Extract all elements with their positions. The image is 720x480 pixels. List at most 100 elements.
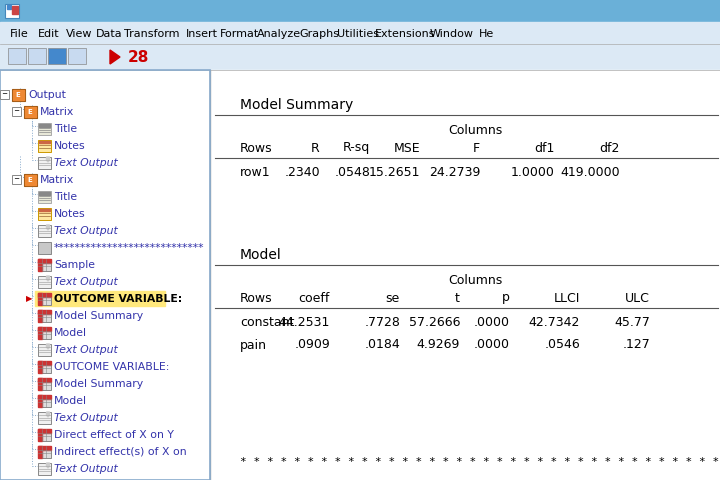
Text: 57.2666: 57.2666 [408,316,460,329]
Text: Model: Model [240,248,282,262]
Text: Sample: Sample [54,260,95,270]
Text: Notes: Notes [54,209,86,219]
Bar [25,175,36,185]
Bar [38,344,51,356]
Text: F: F [473,142,480,155]
Bar [38,293,42,305]
Text: .2340: .2340 [284,166,320,179]
Bar [38,395,51,407]
Text: He: He [479,29,494,39]
Text: OUTCOME VARIABLE:: OUTCOME VARIABLE: [54,362,169,372]
Text: se: se [386,291,400,304]
Text: Analyze: Analyze [257,29,301,39]
FancyArrow shape [47,344,50,349]
Text: Title: Title [54,192,77,202]
Bar [5,4,19,18]
Text: .127: .127 [622,338,650,351]
Text: Text Output: Text Output [54,345,118,355]
Bar [48,48,66,64]
Bar [38,395,42,407]
Text: Notes: Notes [54,141,86,151]
Text: t: t [455,291,460,304]
Text: ─: ─ [14,108,19,115]
Bar [12,89,25,101]
Text: Utilities: Utilities [337,29,379,39]
Text: 419.0000: 419.0000 [560,166,620,179]
Text: Indirect effect(s) of X on: Indirect effect(s) of X on [54,447,186,457]
Text: Rows: Rows [240,291,273,304]
Bar [38,327,51,339]
Bar [38,259,51,263]
Text: Rows: Rows [240,142,273,155]
Bar [12,175,21,184]
Text: Text Output: Text Output [54,226,118,236]
Bar [38,242,51,254]
Bar [38,429,51,433]
Text: ULC: ULC [625,291,650,304]
Bar [38,361,51,365]
Text: E: E [27,109,32,115]
Text: Model Summary: Model Summary [54,311,143,321]
Bar [0,0,720,22]
Text: Extensions: Extensions [375,29,436,39]
Text: Data: Data [96,29,122,39]
Bar [38,446,42,458]
Bar [38,191,51,203]
Bar [28,48,46,64]
Text: Graphs: Graphs [299,29,339,39]
Bar [38,429,51,441]
Text: p: p [502,291,510,304]
Text: ─: ─ [14,177,19,182]
Bar [24,106,37,118]
Bar [25,107,36,117]
Bar [38,123,51,135]
Text: 1.0000: 1.0000 [511,166,555,179]
Text: 42.7342: 42.7342 [528,316,580,329]
Text: 44.2531: 44.2531 [279,316,330,329]
Text: Columns: Columns [448,123,502,136]
Text: Model: Model [54,396,87,406]
Bar [38,293,51,305]
Text: OUTCOME VARIABLE:: OUTCOME VARIABLE: [54,294,182,304]
Bar [0,70,210,480]
Bar [38,395,51,399]
Text: Text Output: Text Output [54,277,118,287]
Bar [38,361,42,373]
Bar [68,48,86,64]
FancyArrow shape [47,157,50,162]
Text: 15.2651: 15.2651 [369,166,420,179]
Bar [38,225,51,237]
Text: LLCI: LLCI [554,291,580,304]
Text: Format: Format [220,29,259,39]
Bar [38,310,42,322]
Bar [38,429,42,441]
Text: Columns: Columns [448,274,502,287]
Text: Edit: Edit [38,29,60,39]
Text: pain: pain [240,338,267,351]
Text: File: File [10,29,29,39]
Bar [8,48,26,64]
Bar [38,259,51,271]
Bar [38,259,42,271]
Text: .0000: .0000 [474,316,510,329]
Text: * * * * * * * * * * * * * * * * * * * * * * * * * * * * * * * * * * * *: * * * * * * * * * * * * * * * * * * * * … [240,457,719,467]
Bar [7,5,11,9]
Bar [38,412,51,424]
Text: Insert: Insert [186,29,218,39]
Text: Matrix: Matrix [40,107,74,117]
Bar [210,70,720,480]
FancyArrow shape [47,276,50,281]
Text: Transform: Transform [124,29,179,39]
Text: Matrix: Matrix [40,175,74,185]
Bar [12,6,18,14]
Bar [38,310,51,322]
Bar [38,276,51,288]
Text: View: View [66,29,92,39]
Text: coeff: coeff [299,291,330,304]
Bar [38,327,42,339]
Text: Text Output: Text Output [54,413,118,423]
Text: Direct effect of X on Y: Direct effect of X on Y [54,430,174,440]
Text: 4.9269: 4.9269 [417,338,460,351]
Text: ─: ─ [2,92,6,97]
Text: .7728: .7728 [364,316,400,329]
